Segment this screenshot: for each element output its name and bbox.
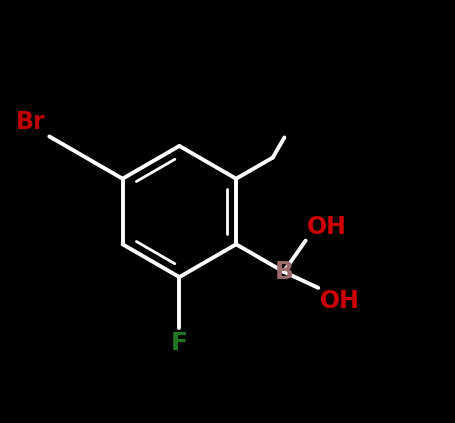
Text: OH: OH (319, 289, 359, 313)
Text: Br: Br (15, 110, 45, 134)
Text: B: B (273, 260, 293, 284)
Text: OH: OH (307, 215, 346, 239)
Text: F: F (171, 331, 187, 355)
